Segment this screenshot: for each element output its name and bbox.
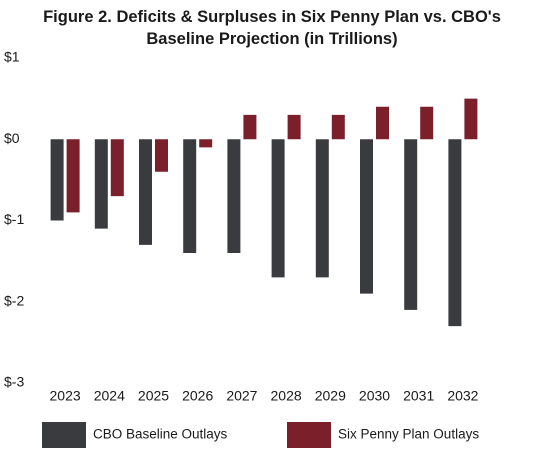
x-tick-label: 2026	[182, 388, 213, 404]
bar	[199, 139, 213, 148]
x-tick-label: 2029	[315, 388, 346, 404]
bar	[243, 114, 257, 140]
bar	[420, 106, 434, 140]
bar	[110, 139, 124, 197]
x-tick-label: 2023	[50, 388, 81, 404]
bar	[139, 139, 152, 245]
legend-label: CBO Baseline Outlays	[93, 427, 228, 442]
bar	[287, 114, 301, 140]
bar	[360, 139, 373, 294]
bar	[183, 139, 197, 253]
legend-swatch	[287, 422, 331, 448]
bar	[404, 139, 418, 310]
bar	[331, 114, 345, 140]
x-tick-label: 2030	[359, 388, 390, 404]
bar	[155, 139, 168, 172]
y-tick-label: $-2	[4, 292, 24, 308]
bar	[464, 98, 478, 140]
y-tick-label: $0	[4, 130, 20, 146]
bar	[66, 139, 80, 213]
y-tick-label: $-1	[4, 211, 24, 227]
x-tick-label: 2024	[94, 388, 125, 404]
bar	[315, 139, 329, 278]
bar	[227, 139, 241, 253]
chart-title: Figure 2. Deficits & Surpluses in Six Pe…	[43, 8, 501, 48]
bar	[376, 106, 389, 140]
bar	[448, 139, 462, 327]
x-tick-label: 2027	[226, 388, 257, 404]
x-tick-label: 2025	[138, 388, 169, 404]
bar	[271, 139, 285, 278]
legend-swatch	[42, 422, 86, 448]
y-tick-label: $1	[4, 49, 20, 65]
bar	[50, 139, 64, 221]
y-tick-label: $-3	[4, 374, 24, 390]
x-tick-label: 2032	[447, 388, 478, 404]
bar	[94, 139, 108, 229]
legend-label: Six Penny Plan Outlays	[338, 427, 479, 442]
x-tick-label: 2028	[271, 388, 302, 404]
x-tick-label: 2031	[403, 388, 434, 404]
